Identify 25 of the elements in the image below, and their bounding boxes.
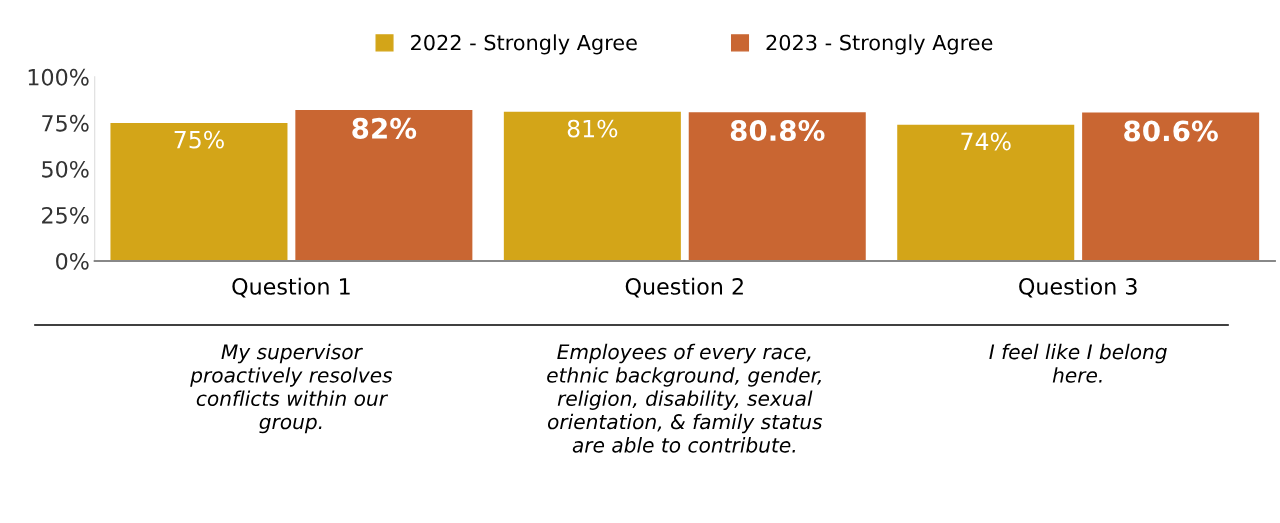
y-tick-label: 100% <box>28 68 89 86</box>
text: Employees of every race, ethnic background, gender, religion, disability, sexual orientation, & family status are able to contribute. <box>547 343 823 453</box>
text: My supervisor proactively resolves conflicts within our group. <box>190 343 393 434</box>
bar <box>688 112 866 261</box>
bar <box>295 110 473 261</box>
legend-label: 2022 - Strongly Agree <box>411 34 637 55</box>
y-tick-label: 25% <box>42 206 89 224</box>
y-tick-label: 50% <box>42 160 89 178</box>
data-label: 75% <box>174 130 224 149</box>
x-tick-label: Question 2 <box>625 277 743 298</box>
x-tick-label: Question 3 <box>1019 277 1137 298</box>
legend-label: 2023 - Strongly Agree <box>766 34 993 55</box>
x-tick-label: Question 1 <box>232 277 350 298</box>
bar <box>110 122 288 261</box>
data-label: 74% <box>961 132 1011 151</box>
data-label: 80.8% <box>730 120 825 142</box>
y-tick-label: 0% <box>56 252 89 270</box>
text: I feel like I belong here. <box>989 343 1167 383</box>
bar <box>503 111 681 261</box>
bar <box>1082 112 1260 261</box>
data-label: 82% <box>352 117 417 139</box>
data-label: 80.6% <box>1124 120 1218 142</box>
data-label: 81% <box>567 119 618 138</box>
y-tick-label: 75% <box>42 114 89 132</box>
bar <box>897 124 1075 261</box>
